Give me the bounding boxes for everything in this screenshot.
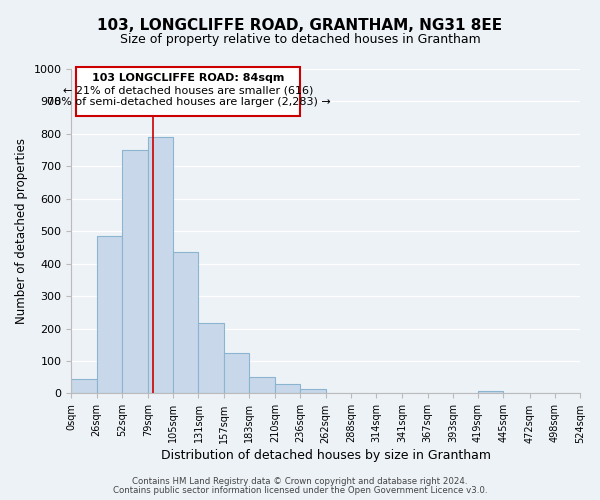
Bar (173, 252, 199, 394)
Bar (275, 384, 301, 394)
FancyBboxPatch shape (76, 68, 301, 116)
Bar (71, 379, 97, 394)
Text: Contains public sector information licensed under the Open Government Licence v3: Contains public sector information licen… (113, 486, 487, 495)
Bar (199, 322, 224, 394)
Bar (97, 236, 122, 394)
Bar (122, 150, 148, 394)
Text: Contains HM Land Registry data © Crown copyright and database right 2024.: Contains HM Land Registry data © Crown c… (132, 477, 468, 486)
Text: 103, LONGCLIFFE ROAD, GRANTHAM, NG31 8EE: 103, LONGCLIFFE ROAD, GRANTHAM, NG31 8EE (97, 18, 503, 32)
Text: 78% of semi-detached houses are larger (2,283) →: 78% of semi-detached houses are larger (… (47, 97, 330, 107)
Bar (478, 391, 503, 394)
Bar (148, 137, 173, 394)
Y-axis label: Number of detached properties: Number of detached properties (15, 138, 28, 324)
X-axis label: Distribution of detached houses by size in Grantham: Distribution of detached houses by size … (161, 450, 491, 462)
Text: ← 21% of detached houses are smaller (616): ← 21% of detached houses are smaller (61… (63, 85, 314, 95)
Bar (301, 388, 326, 394)
Bar (224, 353, 249, 394)
Bar (249, 376, 275, 394)
Text: 103 LONGCLIFFE ROAD: 84sqm: 103 LONGCLIFFE ROAD: 84sqm (92, 73, 284, 83)
Text: Size of property relative to detached houses in Grantham: Size of property relative to detached ho… (119, 32, 481, 46)
